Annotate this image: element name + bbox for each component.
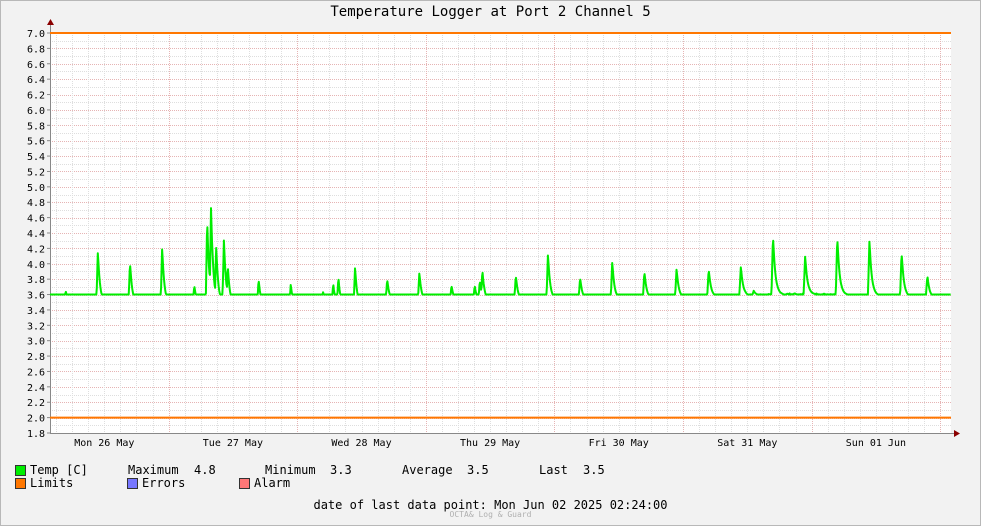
- last-value: 3.5: [583, 463, 605, 477]
- y-tick-label: 6.0: [27, 106, 45, 117]
- x-tick-label: Wed 28 May: [331, 438, 391, 449]
- minimum-value: 3.3: [330, 463, 352, 477]
- x-tick-label: Fri 30 May: [589, 438, 649, 449]
- x-axis-arrow: [954, 430, 960, 437]
- limits-legend-label: Limits: [30, 476, 74, 490]
- y-tick-label: 2.6: [27, 367, 45, 378]
- y-tick-label: 6.8: [27, 44, 45, 55]
- x-tick-label: Sun 01 Jun: [846, 438, 906, 449]
- x-tick-label: Sat 31 May: [717, 438, 777, 449]
- maximum-label: Maximum: [128, 463, 179, 477]
- y-tick-label: 2.8: [27, 352, 45, 363]
- average-label: Average: [402, 463, 453, 477]
- errors-legend-swatch: [127, 478, 138, 489]
- y-tick-label: 2.0: [27, 414, 45, 425]
- y-tick-label: 6.2: [27, 91, 45, 102]
- y-tick-label: 4.6: [27, 214, 45, 225]
- footer-credit: OCTA& Log & Guard: [449, 510, 532, 519]
- last-data-point-value: Mon Jun 02 2025 02:24:00: [494, 498, 668, 512]
- y-tick-label: 5.0: [27, 183, 45, 194]
- y-tick-label: 3.6: [27, 291, 45, 302]
- y-tick-label: 3.4: [27, 306, 45, 317]
- y-tick-label: 3.2: [27, 321, 45, 332]
- last-data-point: date of last data point: Mon Jun 02 2025…: [0, 498, 981, 512]
- maximum-value: 4.8: [194, 463, 216, 477]
- y-tick-label: 5.4: [27, 152, 45, 163]
- y-tick-label: 4.4: [27, 229, 45, 240]
- y-tick-label: 5.2: [27, 167, 45, 178]
- temp-series-line: [49, 207, 952, 296]
- y-tick-label: 1.8: [27, 429, 45, 440]
- y-axis-arrow: [47, 19, 54, 25]
- limits-legend-swatch: [15, 478, 26, 489]
- errors-legend-label: Errors: [142, 476, 186, 490]
- last-label: Last: [539, 463, 568, 477]
- y-tick-label: 4.8: [27, 198, 45, 209]
- y-tick-label: 6.4: [27, 75, 45, 86]
- alarm-legend-label: Alarm: [254, 476, 291, 490]
- y-tick-label: 5.8: [27, 121, 45, 132]
- y-tick-label: 5.6: [27, 137, 45, 148]
- y-tick-label: 4.2: [27, 244, 45, 255]
- y-tick-label: 7.0: [27, 29, 45, 40]
- last-data-point-label: date of last data point:: [313, 498, 487, 512]
- y-tick-label: 3.0: [27, 337, 45, 348]
- x-tick-label: Thu 29 May: [460, 438, 520, 449]
- average-value: 3.5: [467, 463, 489, 477]
- alarm-legend-swatch: [239, 478, 250, 489]
- temp-legend-swatch: [15, 465, 26, 476]
- y-tick-label: 4.0: [27, 260, 45, 271]
- x-tick-label: Mon 26 May: [74, 438, 134, 449]
- temp-legend-label: Temp [C]: [30, 463, 88, 477]
- y-tick-label: 6.6: [27, 60, 45, 71]
- y-tick-label: 2.4: [27, 383, 45, 394]
- y-tick-label: 3.8: [27, 275, 45, 286]
- minimum-label: Minimum: [265, 463, 316, 477]
- x-tick-label: Tue 27 May: [203, 438, 263, 449]
- chart-title: Temperature Logger at Port 2 Channel 5: [330, 4, 651, 20]
- y-tick-label: 2.2: [27, 398, 45, 409]
